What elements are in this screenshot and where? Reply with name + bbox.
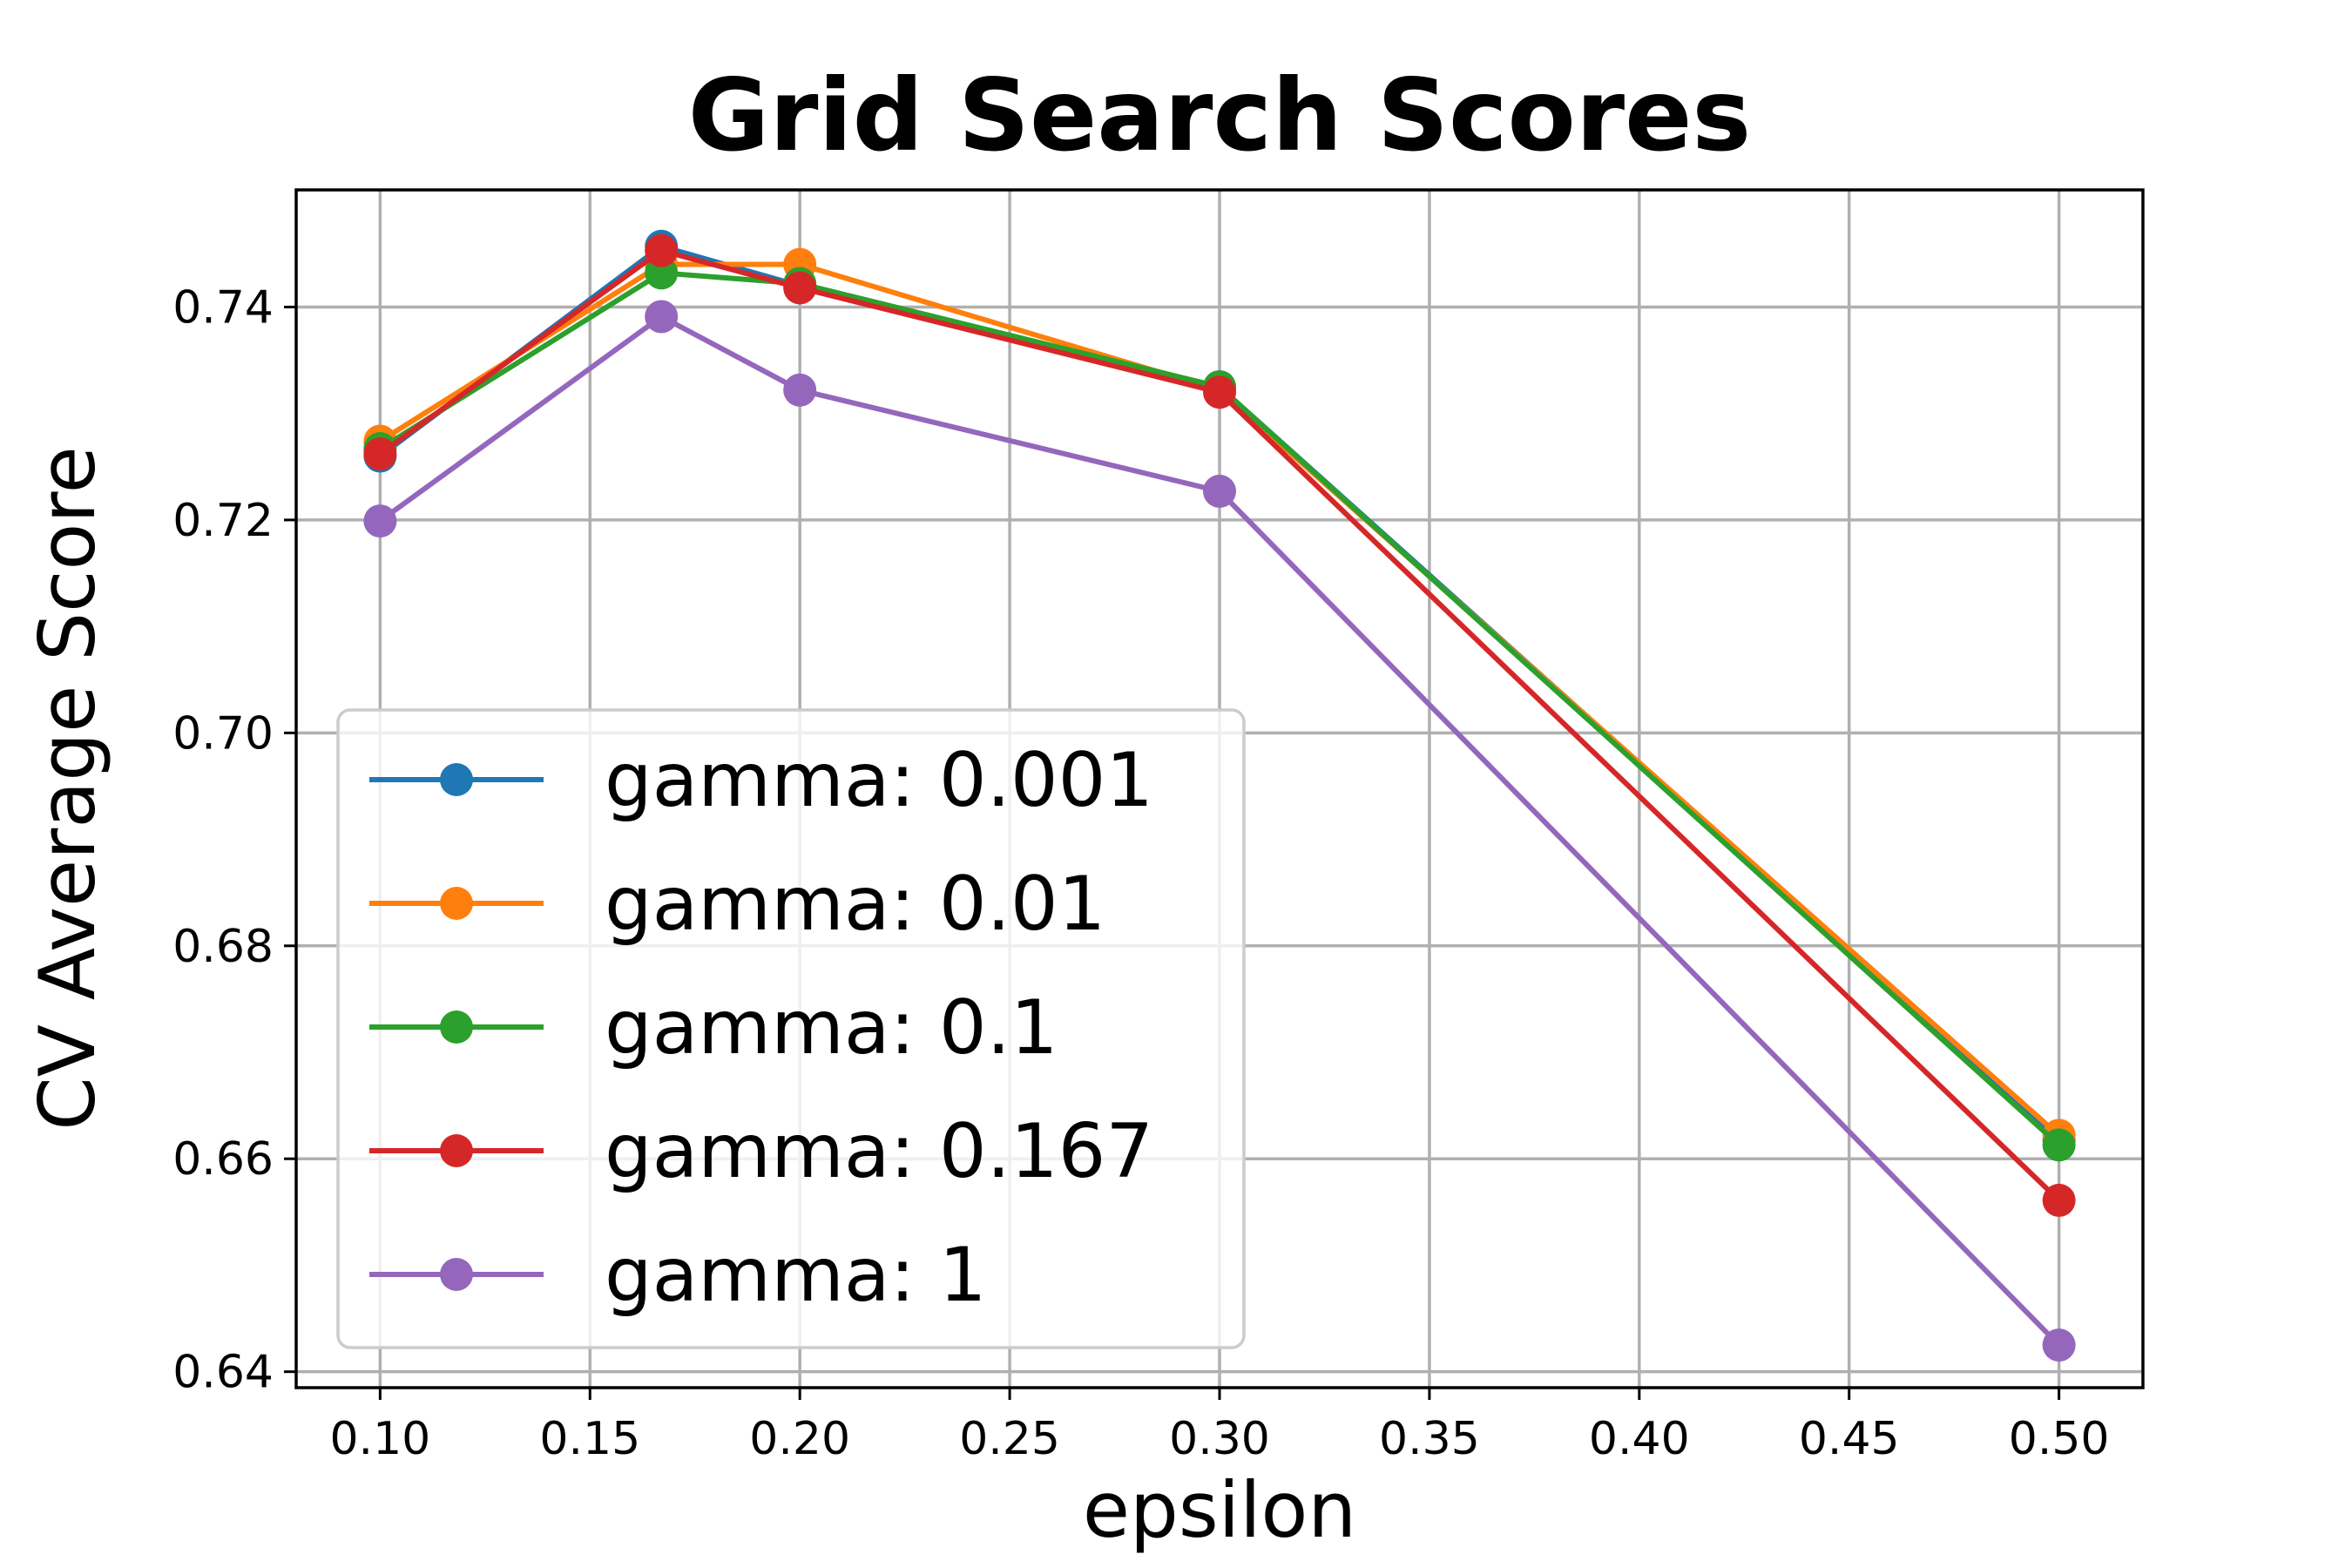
legend-item: gamma: 0.1 <box>369 984 1058 1071</box>
x-axis-label: epsilon <box>1083 1465 1356 1555</box>
legend-item: gamma: 0.167 <box>369 1108 1153 1195</box>
legend-label: gamma: 1 <box>605 1232 987 1319</box>
data-point <box>783 373 817 407</box>
legend-item: gamma: 0.01 <box>369 861 1105 948</box>
x-tick-label: 0.35 <box>1379 1413 1480 1465</box>
y-tick-label: 0.72 <box>172 495 274 547</box>
x-tick-label: 0.45 <box>1799 1413 1900 1465</box>
legend-item: gamma: 0.001 <box>369 737 1153 824</box>
data-point <box>363 504 397 538</box>
y-tick-label: 0.68 <box>172 921 274 973</box>
y-tick-label: 0.66 <box>172 1133 274 1186</box>
data-point <box>2042 1128 2076 1162</box>
data-point <box>1203 375 1236 409</box>
legend-box <box>336 708 1246 1349</box>
data-point <box>1203 474 1236 508</box>
x-tick-label: 0.25 <box>959 1413 1060 1465</box>
data-point <box>645 300 679 334</box>
series-4 <box>363 300 2076 1362</box>
legend-marker <box>440 763 473 796</box>
y-tick-label: 0.70 <box>172 707 274 760</box>
legend-marker <box>440 1258 473 1291</box>
legend-marker <box>440 887 473 920</box>
data-point <box>783 271 817 305</box>
legend: gamma: 0.001 gamma: 0.01 gamma: 0.1 gamma: … <box>336 708 1246 1349</box>
chart-title: Grid Search Scores <box>688 57 1752 173</box>
series-layer <box>363 229 2076 1362</box>
legend-marker <box>440 1134 473 1167</box>
data-point <box>2042 1183 2076 1217</box>
legend-marker <box>440 1010 473 1044</box>
y-tick-label: 0.64 <box>172 1347 274 1399</box>
x-tick-label: 0.20 <box>749 1413 850 1465</box>
legend-item: gamma: 1 <box>369 1232 987 1319</box>
y-tick-label: 0.74 <box>172 281 274 334</box>
legend-label: gamma: 0.001 <box>605 737 1153 824</box>
x-tick-label: 0.50 <box>2009 1413 2110 1465</box>
data-point <box>2042 1328 2076 1362</box>
x-tick-label: 0.10 <box>329 1413 430 1465</box>
data-point <box>645 233 679 267</box>
x-tick-label: 0.40 <box>1589 1413 1690 1465</box>
axis-ticks: 0.10 0.15 0.20 0.25 0.30 0.35 0.40 0.45 0.50 0.64… <box>172 281 2109 1465</box>
y-axis-label: CV Average Score <box>23 446 112 1130</box>
x-tick-label: 0.30 <box>1169 1413 1270 1465</box>
x-tick-label: 0.15 <box>539 1413 640 1465</box>
data-point <box>363 437 397 471</box>
legend-label: gamma: 0.1 <box>605 984 1058 1071</box>
series-3 <box>363 233 2076 1217</box>
legend-label: gamma: 0.01 <box>605 861 1105 948</box>
legend-label: gamma: 0.167 <box>605 1108 1153 1195</box>
